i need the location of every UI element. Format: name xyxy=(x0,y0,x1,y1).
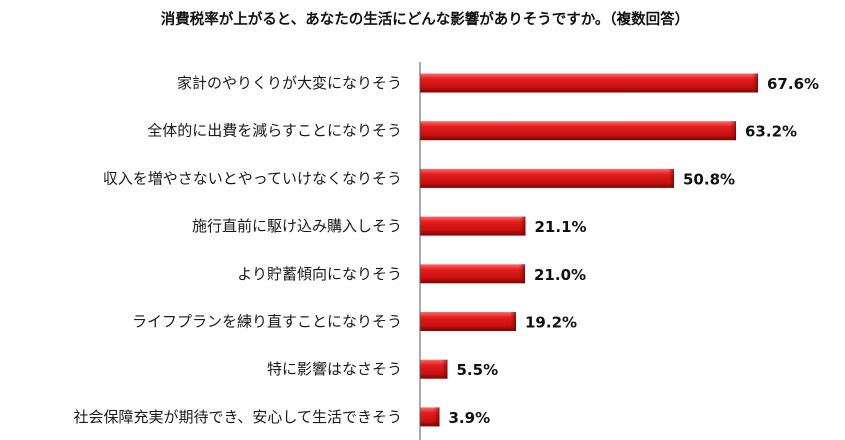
value-label: 50.8% xyxy=(683,170,735,188)
value-label: 3.9% xyxy=(449,409,491,427)
bar xyxy=(420,168,674,188)
bar-row: 家計のやりくりが大変になりそう 67.6% xyxy=(177,73,819,93)
bar xyxy=(420,264,525,284)
category-label: 社会保障充実が期待でき、安心して生活できそう xyxy=(73,408,402,426)
bar xyxy=(420,73,758,93)
category-label: 施行直前に駆け込み購入しそう xyxy=(192,217,402,235)
bar xyxy=(420,216,526,236)
bar-end-shade xyxy=(433,407,440,427)
category-label: 特に影響はなさそう xyxy=(267,360,402,378)
value-label: 63.2% xyxy=(745,123,797,141)
bars-layer: 家計のやりくりが大変になりそう 67.6% 全体的に出費を減らすことになりそう 63.… xyxy=(73,73,819,427)
bar-row: ライフプランを練り直すことになりそう 19.2% xyxy=(132,312,577,332)
bar-row: 全体的に出費を減らすことになりそう 63.2% xyxy=(147,121,797,141)
bar-end-shade xyxy=(519,216,526,236)
bar-end-shade xyxy=(441,359,448,379)
bar-row: 特に影響はなさそう 5.5% xyxy=(267,359,499,379)
bar-end-shade xyxy=(519,264,525,284)
bar-row: 社会保障充実が期待でき、安心して生活できそう 3.9% xyxy=(73,407,490,427)
bar-end-shade xyxy=(510,312,516,331)
value-label: 21.1% xyxy=(535,218,587,236)
value-label: 21.0% xyxy=(534,266,586,284)
bar-row: 収入を増やさないとやっていけなくなりそう 50.8% xyxy=(103,168,735,188)
category-label: 全体的に出費を減らすことになりそう xyxy=(147,122,402,140)
value-label: 67.6% xyxy=(767,75,819,93)
bar xyxy=(420,359,448,379)
bar xyxy=(420,312,516,331)
category-label: 家計のやりくりが大変になりそう xyxy=(177,74,402,92)
bar-end-shade xyxy=(752,73,758,93)
bar-end-shade xyxy=(730,121,736,141)
bar-end-shade xyxy=(668,168,674,188)
value-label: 19.2% xyxy=(525,314,577,332)
category-label: 収入を増やさないとやっていけなくなりそう xyxy=(103,169,402,187)
bar-row: 施行直前に駆け込み購入しそう 21.1% xyxy=(192,216,587,236)
category-label: より貯蓄傾向になりそう xyxy=(237,265,402,283)
value-label: 5.5% xyxy=(457,361,499,379)
category-label: ライフプランを練り直すことになりそう xyxy=(132,313,402,331)
bar-row: より貯蓄傾向になりそう 21.0% xyxy=(237,264,586,284)
chart-title: 消費税率が上がると、あなたの生活にどんな影響がありそうですか。（複数回答） xyxy=(161,10,689,28)
bar xyxy=(420,121,736,141)
